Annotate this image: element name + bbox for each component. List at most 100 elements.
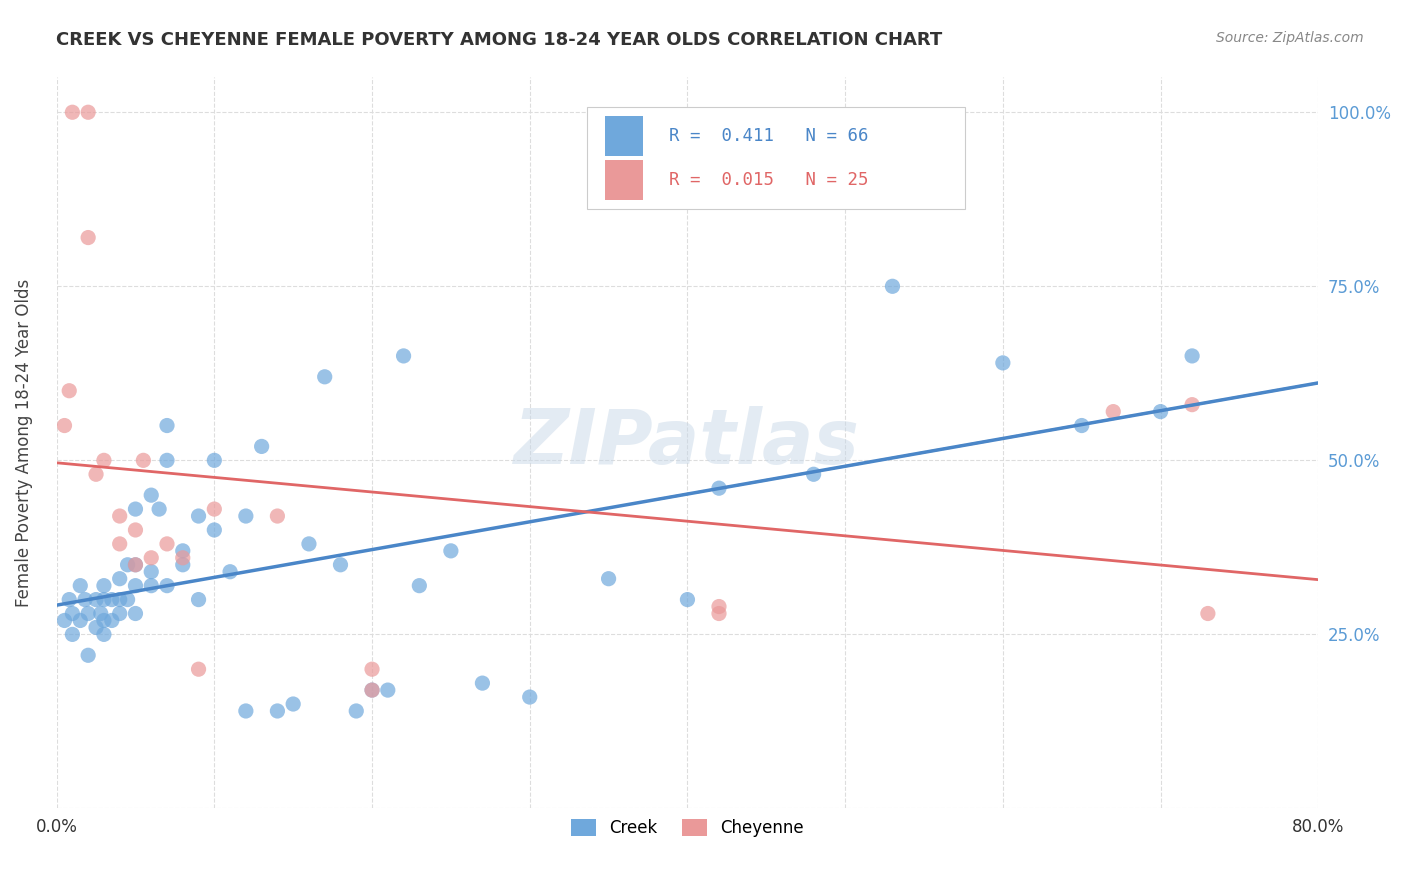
Point [77,607,100,621]
Point [202,453,225,467]
Point [53,614,76,628]
Point [219,565,242,579]
Point [108,509,131,524]
Point [117,592,139,607]
Point [58,384,80,398]
Point [108,607,131,621]
Point [440,544,463,558]
Point [1149,404,1171,418]
Point [84,620,107,634]
Text: R =  0.015   N = 25: R = 0.015 N = 25 [668,170,868,189]
Point [187,662,209,676]
Point [141,579,163,593]
Point [84,467,107,482]
Point [598,572,620,586]
Point [124,558,146,572]
Point [117,558,139,572]
Point [90,607,112,621]
Point [73,592,96,607]
Point [266,509,288,524]
Point [676,592,699,607]
Point [392,349,415,363]
Text: CREEK VS CHEYENNE FEMALE POVERTY AMONG 18-24 YEAR OLDS CORRELATION CHART: CREEK VS CHEYENNE FEMALE POVERTY AMONG 1… [56,31,942,49]
Bar [606,116,644,156]
Point [124,607,146,621]
Legend: Creek, Cheyenne: Creek, Cheyenne [564,813,811,844]
Point [77,648,100,663]
Point [60,105,83,120]
Point [156,453,179,467]
Point [250,439,273,453]
Point [108,537,131,551]
Point [202,502,225,516]
Point [156,537,179,551]
Point [1181,349,1204,363]
Text: ZIPatlas: ZIPatlas [515,406,860,480]
Point [124,579,146,593]
Point [60,627,83,641]
Point [84,592,107,607]
Point [707,599,730,614]
Point [329,558,352,572]
Point [519,690,541,704]
Point [156,418,179,433]
Point [187,509,209,524]
Text: Source: ZipAtlas.com: Source: ZipAtlas.com [1216,31,1364,45]
Point [93,579,115,593]
Point [148,502,170,516]
Point [77,105,100,120]
Point [707,607,730,621]
Point [172,550,194,565]
Point [298,537,321,551]
Point [69,579,91,593]
Point [361,662,384,676]
Point [60,607,83,621]
Point [266,704,288,718]
Y-axis label: Female Poverty Among 18-24 Year Olds: Female Poverty Among 18-24 Year Olds [15,279,32,607]
Point [53,418,76,433]
Bar [586,107,965,209]
Point [187,592,209,607]
Point [991,356,1014,370]
Point [202,523,225,537]
Point [93,614,115,628]
Point [172,544,194,558]
Point [141,488,163,502]
Point [377,683,399,698]
Point [235,704,257,718]
Point [283,697,305,711]
Point [58,592,80,607]
Point [108,592,131,607]
Point [101,592,124,607]
Point [108,572,131,586]
Point [1197,607,1219,621]
Point [124,523,146,537]
Point [1102,404,1125,418]
Point [141,565,163,579]
Point [93,627,115,641]
Point [1070,418,1092,433]
Point [707,481,730,495]
Point [132,453,155,467]
Point [408,579,430,593]
Point [361,683,384,698]
Point [172,558,194,572]
Point [344,704,367,718]
Point [156,579,179,593]
Point [69,614,91,628]
Point [235,509,257,524]
Point [1181,398,1204,412]
Point [77,230,100,244]
Text: R =  0.411   N = 66: R = 0.411 N = 66 [668,127,868,145]
Point [124,502,146,516]
Point [314,369,336,384]
Point [882,279,904,293]
Point [361,683,384,698]
Bar [606,160,644,200]
Point [124,558,146,572]
Point [101,614,124,628]
Point [93,453,115,467]
Point [471,676,494,690]
Point [803,467,825,482]
Point [141,550,163,565]
